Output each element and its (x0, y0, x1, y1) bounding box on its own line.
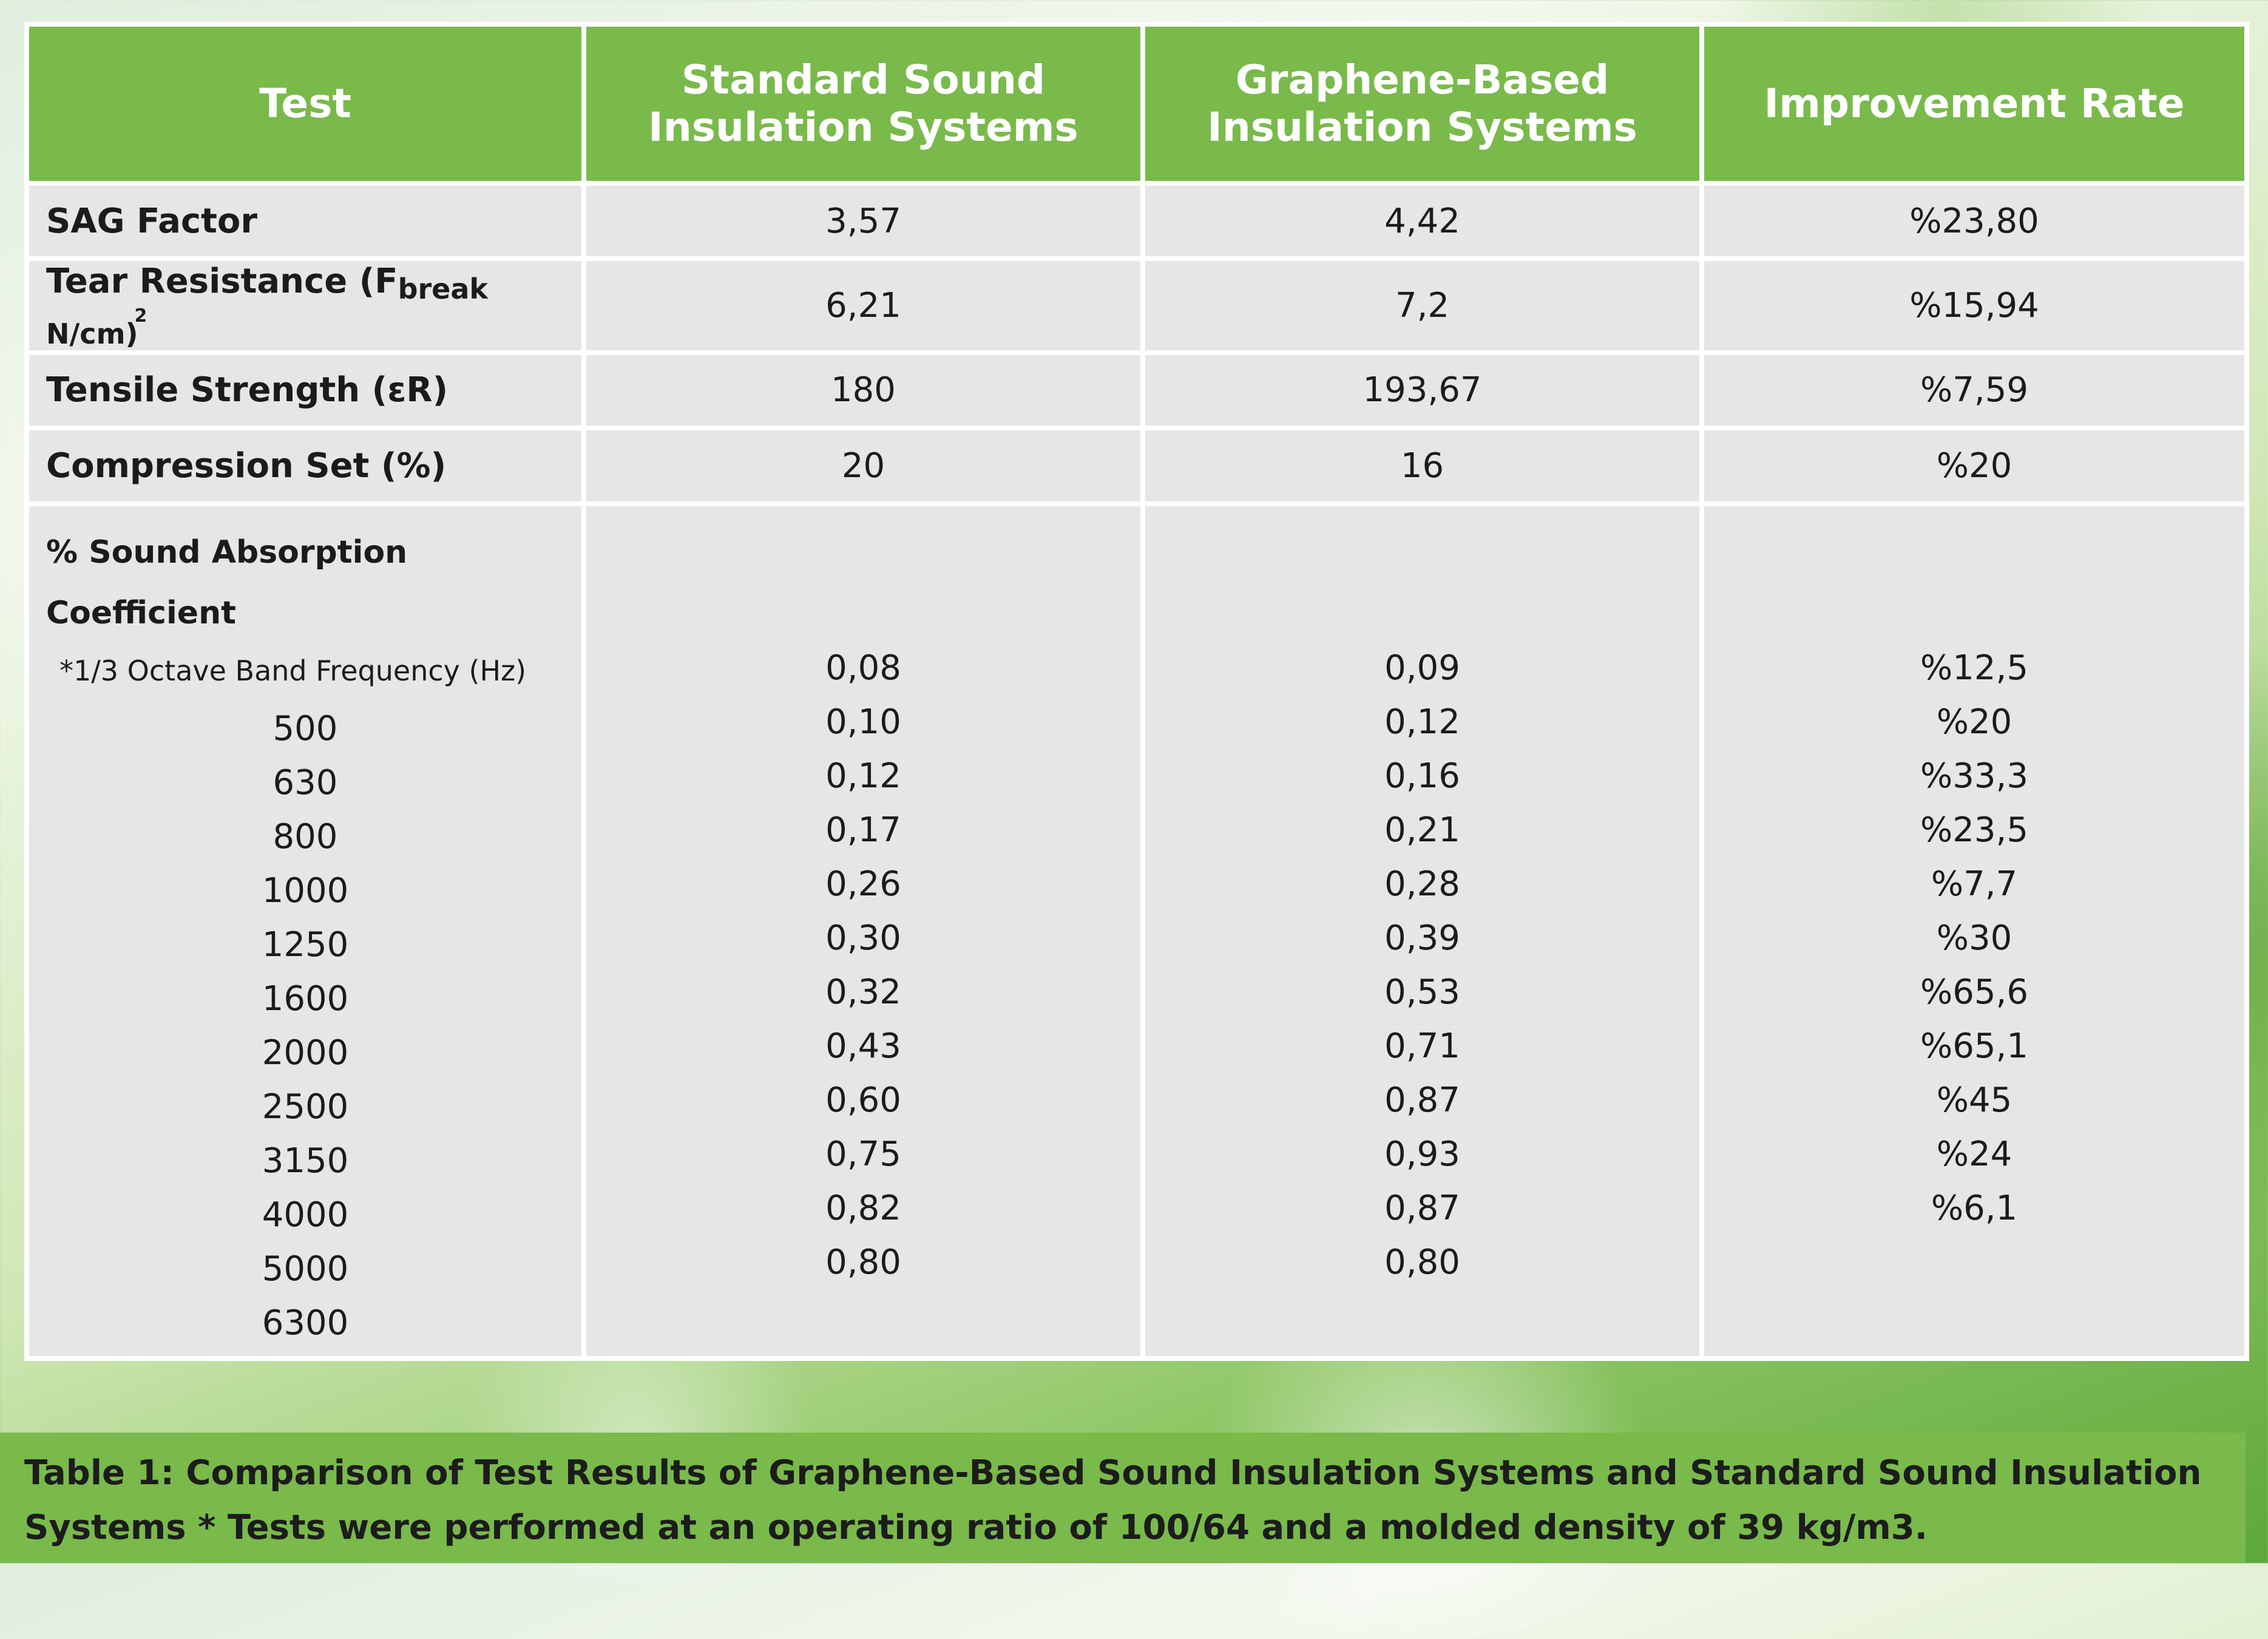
frequency-column: % Sound Absorption Coefficient *1/3 Octa… (29, 506, 581, 1356)
improvement-value: %23,5 (1920, 810, 2028, 850)
table-header-row: Test Standard Sound Insulation Systems G… (29, 27, 2244, 181)
improvement-value: %7,7 (1931, 864, 2018, 904)
improvement-value: %23,80 (1704, 186, 2244, 257)
improvement-value: %65,6 (1920, 972, 2028, 1012)
frequency-value: 2500 (262, 1087, 349, 1127)
standard-value: 0,60 (825, 1080, 901, 1120)
improvement-values-list: %12,5 %20 %33,3 %23,5 %7,7 %30 %65,6 %65,1 %45 %2… (1716, 641, 2232, 1235)
row-label-main: Tear Resistance (F (46, 261, 398, 301)
frequency-value: 5000 (262, 1249, 349, 1289)
graphene-value: 0,87 (1384, 1080, 1460, 1120)
standard-value: 180 (586, 355, 1140, 426)
improvement-value: %20 (1704, 430, 2244, 501)
standard-value: 0,26 (825, 864, 901, 904)
improvement-value: %12,5 (1920, 648, 2028, 688)
standard-values-list: 0,08 0,10 0,12 0,17 0,26 0,30 0,32 0,43 0,60 0,75… (598, 641, 1128, 1289)
table-row: Tear Resistance (Fbreak N/cm)2 6,21 7,2 … (29, 261, 2244, 350)
frequency-value: 500 (272, 708, 338, 748)
graphene-value: 193,67 (1145, 355, 1699, 426)
frequency-value: 1600 (262, 979, 349, 1019)
graphene-value: 7,2 (1145, 261, 1699, 350)
standard-value: 0,82 (825, 1188, 901, 1228)
caption-line-1: Table 1: Comparison of Test Results of G… (24, 1453, 2202, 1493)
caption-line-2: Systems * Tests were performed at an ope… (24, 1508, 1928, 1547)
frequency-list: 500 630 800 1000 1250 1600 2000 2500 3150 4000 500… (41, 702, 569, 1350)
improvement-value: %30 (1936, 918, 2012, 958)
graphene-value: 0,71 (1384, 1026, 1460, 1066)
graphene-column: 0,09 0,12 0,16 0,21 0,28 0,39 0,53 0,71 0,87 0,93… (1145, 506, 1699, 1356)
header-standard: Standard Sound Insulation Systems (586, 27, 1140, 181)
row-label: Tensile Strength (εR) (29, 355, 581, 426)
frequency-value: 6300 (262, 1303, 349, 1343)
graphene-value: 0,93 (1384, 1134, 1460, 1174)
frequency-value: 3150 (262, 1141, 349, 1181)
row-label: Tear Resistance (Fbreak N/cm)2 (29, 261, 581, 350)
standard-value: 0,10 (825, 702, 901, 742)
standard-value: 0,32 (825, 972, 901, 1012)
standard-column: 0,08 0,10 0,12 0,17 0,26 0,30 0,32 0,43 0,60 0,75… (586, 506, 1140, 1356)
table-caption: Table 1: Comparison of Test Results of G… (0, 1433, 2246, 1563)
row-label: SAG Factor (29, 186, 581, 257)
sound-absorption-row: % Sound Absorption Coefficient *1/3 Octa… (29, 506, 2244, 1356)
graphene-values-list: 0,09 0,12 0,16 0,21 0,28 0,39 0,53 0,71 0,87 0,93… (1157, 641, 1687, 1289)
graphene-value: 16 (1145, 430, 1699, 501)
graphene-value: 0,09 (1384, 648, 1460, 688)
comparison-table: Test Standard Sound Insulation Systems G… (24, 22, 2249, 1361)
standard-value: 6,21 (586, 261, 1140, 350)
graphene-value: 0,80 (1384, 1242, 1460, 1282)
improvement-value: %33,3 (1920, 756, 2028, 796)
frequency-value: 4000 (262, 1195, 349, 1235)
frequency-value: 630 (272, 762, 338, 803)
improvement-value: %6,1 (1931, 1188, 2018, 1228)
standard-value: 0,75 (825, 1134, 901, 1174)
graphene-value: 0,53 (1384, 972, 1460, 1012)
graphene-value: 0,28 (1384, 864, 1460, 904)
sound-absorption-title: % Sound Absorption Coefficient (46, 534, 408, 631)
frequency-value: 1250 (262, 925, 349, 965)
header-improvement: Improvement Rate (1704, 27, 2244, 181)
standard-value: 0,17 (825, 810, 901, 850)
improvement-value: %20 (1936, 702, 2012, 742)
frequency-value: 1000 (262, 870, 349, 911)
graphene-value: 0,16 (1384, 756, 1460, 796)
table-row: Tensile Strength (εR) 180 193,67 %7,59 (29, 355, 2244, 426)
standard-value: 0,30 (825, 918, 901, 958)
improvement-value: %45 (1936, 1080, 2012, 1120)
header-test: Test (29, 27, 581, 181)
standard-value: 0,12 (825, 756, 901, 796)
improvement-column: %12,5 %20 %33,3 %23,5 %7,7 %30 %65,6 %65,1 %45 %2… (1704, 506, 2244, 1356)
improvement-value: %24 (1936, 1134, 2012, 1174)
improvement-value: %15,94 (1704, 261, 2244, 350)
standard-value: 0,08 (825, 648, 901, 688)
graphene-value: 0,87 (1384, 1188, 1460, 1228)
standard-value: 0,80 (825, 1242, 901, 1282)
table-row: SAG Factor 3,57 4,42 %23,80 (29, 186, 2244, 257)
row-label-subscript: break N/cm) (46, 272, 489, 350)
octave-band-subtitle: *1/3 Octave Band Frequency (Hz) (59, 654, 527, 687)
standard-value: 3,57 (586, 186, 1140, 257)
graphene-value: 0,21 (1384, 810, 1460, 850)
frequency-value: 2000 (262, 1033, 349, 1073)
row-label-superscript: 2 (134, 305, 147, 327)
standard-value: 0,43 (825, 1026, 901, 1066)
graphene-value: 4,42 (1145, 186, 1699, 257)
improvement-value: %65,1 (1920, 1026, 2028, 1066)
header-graphene: Graphene-Based Insulation Systems (1145, 27, 1699, 181)
standard-value: 20 (586, 430, 1140, 501)
graphene-value: 0,12 (1384, 702, 1460, 742)
frequency-value: 800 (272, 816, 338, 857)
table-row: Compression Set (%) 20 16 %20 (29, 430, 2244, 501)
graphene-value: 0,39 (1384, 918, 1460, 958)
improvement-value: %7,59 (1704, 355, 2244, 426)
row-label: Compression Set (%) (29, 430, 581, 501)
